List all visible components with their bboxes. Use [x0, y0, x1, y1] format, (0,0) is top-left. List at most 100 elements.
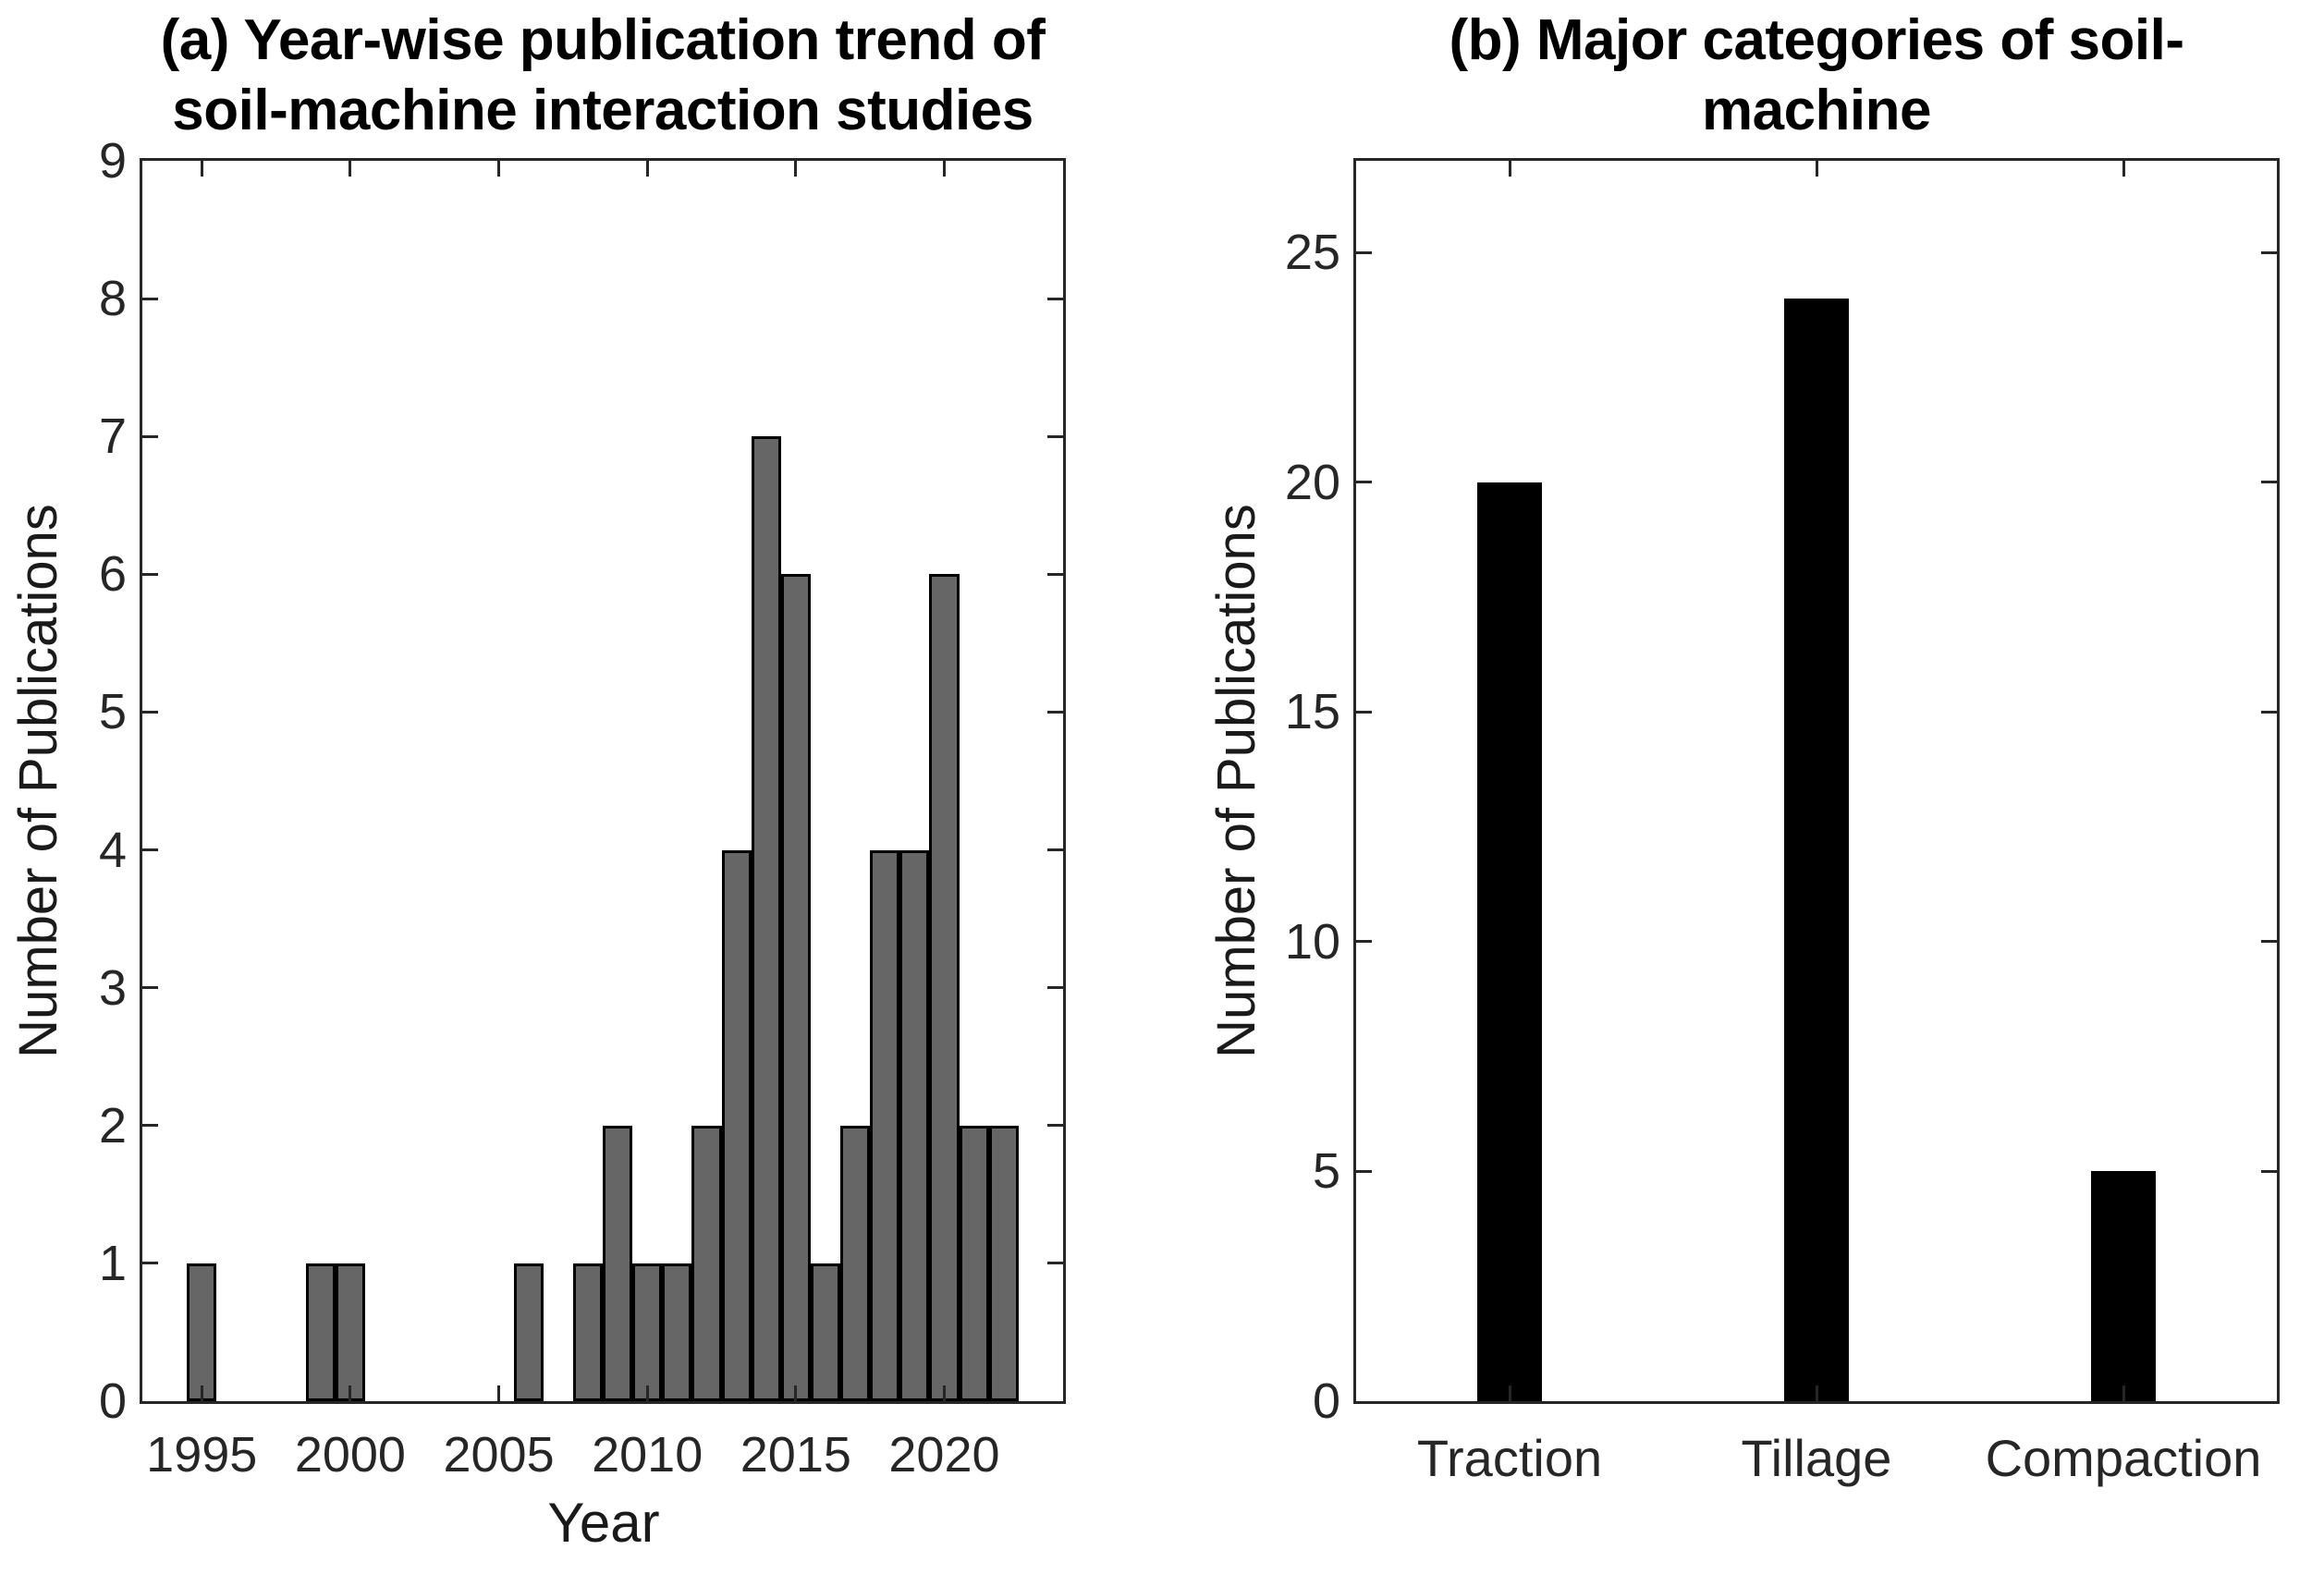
- y-tick-label: 0: [1312, 1373, 1340, 1429]
- x-tick-label: 2005: [443, 1427, 555, 1482]
- plot-b-title: (b) Major categories of soil-machine int…: [1353, 6, 2280, 216]
- y-tick-label: 6: [98, 546, 127, 603]
- x-tick-top: [794, 161, 798, 177]
- bar-1995: [187, 1263, 217, 1401]
- x-tick-top: [200, 161, 203, 177]
- y-tick-right: [1047, 710, 1063, 714]
- bar-2018: [870, 849, 900, 1401]
- y-tick-label: 10: [1284, 913, 1340, 970]
- plot-a-title-line1: (a) Year-wise publication trend of: [160, 8, 1046, 72]
- y-tick-right: [1047, 1124, 1063, 1128]
- x-tick-top: [497, 161, 501, 177]
- bar-2011: [662, 1263, 692, 1401]
- bar-2019: [899, 849, 930, 1401]
- y-tick-label: 2: [98, 1097, 127, 1153]
- x-category-label: Tillage: [1741, 1429, 1892, 1487]
- y-tick-left: [1356, 940, 1372, 944]
- y-tick-label: 7: [98, 409, 127, 465]
- x-tick-label: 2000: [294, 1427, 406, 1482]
- bar-2012: [691, 1125, 722, 1401]
- y-tick-label: 1: [98, 1235, 127, 1291]
- x-tick-top: [1815, 161, 1818, 177]
- y-tick-right: [1047, 1262, 1063, 1265]
- bar-2022: [988, 1125, 1019, 1401]
- y-tick-left: [142, 986, 158, 990]
- x-tick-bottom: [794, 1385, 798, 1401]
- bar-2014: [751, 436, 781, 1401]
- bar-2006: [513, 1263, 544, 1401]
- x-tick-label: 1995: [146, 1427, 258, 1482]
- bar-2021: [959, 1125, 989, 1401]
- y-tick-left: [142, 710, 158, 714]
- x-tick-bottom: [349, 1385, 352, 1401]
- plot-b-ylabel: Number of Publications: [1206, 504, 1266, 1058]
- y-tick-left: [142, 434, 158, 438]
- bar-2000: [335, 1263, 365, 1401]
- x-tick-bottom: [645, 1385, 649, 1401]
- y-tick-left: [142, 848, 158, 852]
- x-tick-bottom: [1815, 1385, 1818, 1401]
- y-tick-right: [1047, 434, 1063, 438]
- y-tick-right: [1047, 986, 1063, 990]
- y-tick-label: 5: [98, 684, 127, 740]
- x-tick-bottom: [1508, 1385, 1511, 1401]
- x-tick-bottom: [200, 1385, 203, 1401]
- bar-1999: [305, 1263, 336, 1401]
- y-tick-left: [142, 297, 158, 300]
- x-tick-label: 2020: [888, 1427, 1000, 1482]
- bar-2017: [840, 1125, 871, 1401]
- y-tick-label: 8: [98, 271, 127, 327]
- y-tick-left: [142, 1124, 158, 1128]
- x-tick-bottom: [942, 1385, 946, 1401]
- y-tick-left: [142, 1262, 158, 1265]
- x-tick-bottom: [2122, 1385, 2125, 1401]
- bar-2008: [572, 1263, 603, 1401]
- x-tick-top: [942, 161, 946, 177]
- y-tick-right: [2261, 940, 2277, 944]
- x-category-label: Compaction: [1985, 1429, 2262, 1487]
- y-tick-label: 9: [98, 133, 127, 189]
- plot-a-xlabel: Year: [547, 1492, 660, 1554]
- y-tick-left: [1356, 481, 1372, 484]
- x-tick-label: 2010: [592, 1427, 703, 1482]
- y-tick-left: [1356, 250, 1372, 254]
- y-tick-label: 4: [98, 822, 127, 878]
- y-tick-right: [2261, 1169, 2277, 1173]
- y-tick-label: 15: [1284, 684, 1340, 740]
- y-tick-left: [1356, 710, 1372, 714]
- bar-2020: [929, 574, 960, 1401]
- y-tick-label: 20: [1284, 454, 1340, 510]
- y-tick-right: [1047, 572, 1063, 576]
- x-tick-label: 2015: [740, 1427, 851, 1482]
- plot-a-title-line2: soil-machine interaction studies: [172, 79, 1034, 142]
- y-tick-label: 25: [1284, 225, 1340, 281]
- bar-traction: [1477, 482, 1542, 1401]
- bar-tillage: [1784, 299, 1849, 1401]
- plot-a-title: (a) Year-wise publication trend of soil-…: [140, 6, 1066, 146]
- plot-b-axes: [1353, 158, 2280, 1404]
- bar-2010: [632, 1263, 663, 1401]
- x-tick-top: [349, 161, 352, 177]
- y-tick-left: [1356, 1169, 1372, 1173]
- plot-a-ylabel: Number of Publications: [8, 504, 68, 1058]
- y-tick-label: 5: [1312, 1143, 1340, 1200]
- bar-2013: [721, 849, 752, 1401]
- y-tick-right: [1047, 848, 1063, 852]
- x-tick-bottom: [497, 1385, 501, 1401]
- bar-compaction: [2091, 1171, 2156, 1401]
- y-tick-right: [2261, 481, 2277, 484]
- plot-a-axes: [140, 158, 1066, 1404]
- y-tick-label: 3: [98, 959, 127, 1016]
- y-tick-right: [2261, 250, 2277, 254]
- x-tick-top: [2122, 161, 2125, 177]
- x-tick-top: [645, 161, 649, 177]
- plot-b-title-line1: (b) Major categories of soil-machine: [1449, 8, 2184, 142]
- x-category-label: Traction: [1416, 1429, 1603, 1487]
- y-tick-right: [1047, 297, 1063, 300]
- y-tick-left: [142, 572, 158, 576]
- plot-b-title-line2: interaction: [1672, 149, 1961, 213]
- x-tick-top: [1508, 161, 1511, 177]
